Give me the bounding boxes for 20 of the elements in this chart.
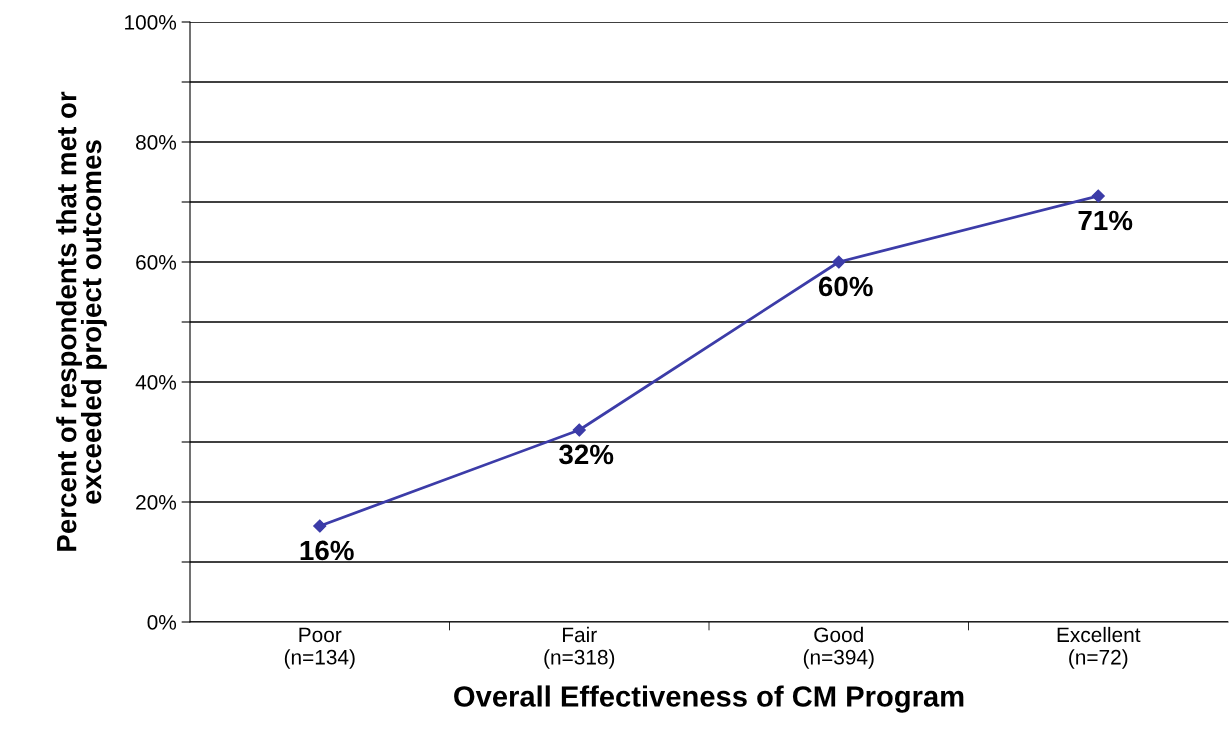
point	[313, 519, 327, 533]
y-axis-title: Percent of respondents that met or exceeded project outcomes	[56, 91, 107, 551]
x-tick-label: Poor (n=134)	[284, 627, 355, 669]
y-tick-label: 40%	[135, 375, 177, 390]
point	[832, 255, 846, 269]
y-tick-label: 60%	[136, 255, 177, 270]
text: 71%	[1078, 210, 1133, 231]
x-tick-label: Excellent (n=72)	[1057, 626, 1141, 669]
x-tick-label: Fair (n=318)	[544, 626, 615, 669]
y-tick-label: 100%	[125, 15, 177, 30]
text: 32%	[559, 444, 614, 465]
point	[572, 423, 586, 437]
x-axis-title: Overall Effectiveness of CM Program	[454, 685, 964, 713]
point	[1091, 189, 1105, 203]
y-tick-label: 20%	[136, 495, 177, 510]
text: 60%	[818, 276, 873, 297]
y-tick-label: 0%	[147, 615, 177, 630]
text: 16%	[300, 540, 354, 561]
x-tick-label: Good (n=394)	[803, 626, 874, 669]
y-tick-label: 80%	[136, 135, 177, 150]
